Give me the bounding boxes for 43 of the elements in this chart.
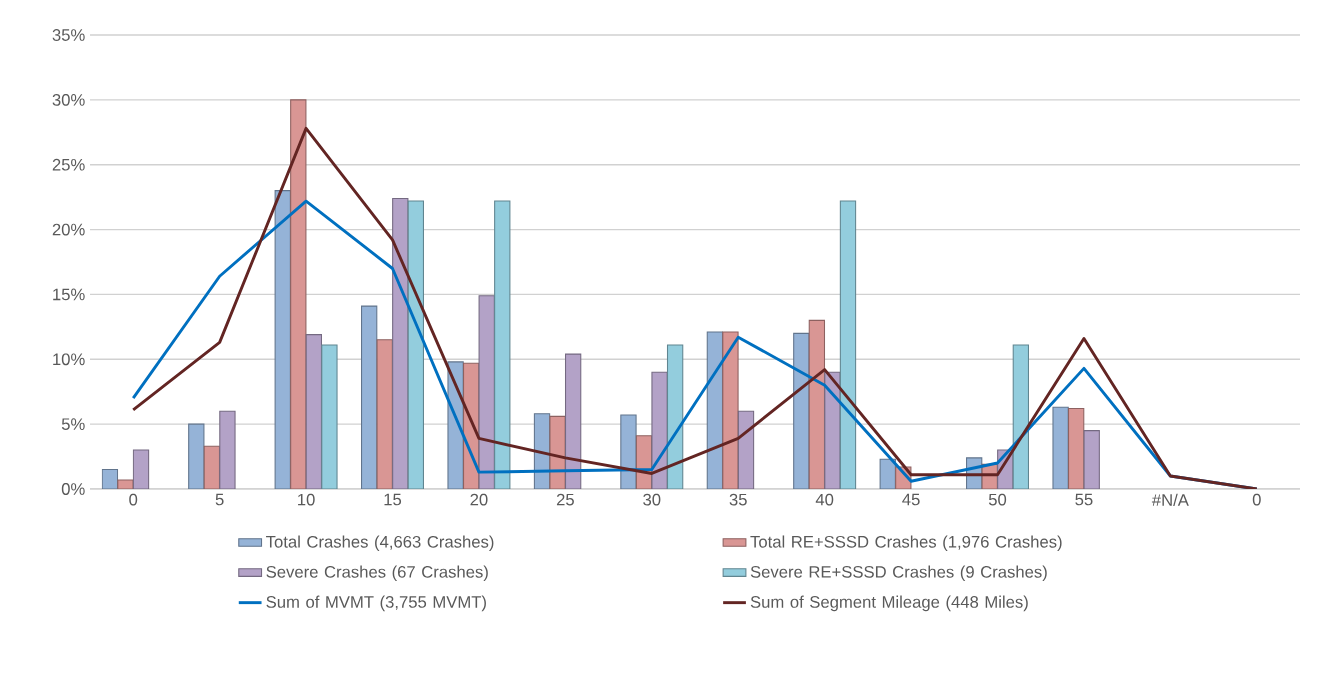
bar [1052,406,1069,489]
x-tick-label: 50 [988,493,1007,506]
x-tick-label: 0 [1252,493,1261,506]
legend-label: Sum of MVMT (3,755 MVMT) [266,595,486,612]
bar [1068,408,1085,489]
legend-label: Total RE+SSSD Crashes (1,976 Crashes) [750,535,1062,551]
x-tick-label: 30 [643,493,661,506]
y-tick-label: 10% [53,353,85,366]
bar [620,414,637,489]
x-tick-label: 40 [815,493,834,506]
bar [219,410,236,489]
x-tick-label: 15 [384,493,402,506]
bar [321,344,338,489]
bar [305,334,323,489]
bar [101,469,119,489]
x-tick-label: 25 [556,493,574,506]
y-tick-label: 15% [53,288,85,301]
x-tick-label: 35 [729,493,747,506]
y-tick-label: 5% [61,418,85,431]
legend-label: Sum of Segment Mileage (448 Miles) [750,595,1028,612]
y-tick-label: 0% [61,483,85,495]
x-tick-label: 20 [470,493,488,506]
x-tick-label: 10 [298,493,315,506]
bar [188,423,205,489]
y-tick-label: 35% [52,29,85,41]
y-tick-label: 30% [52,93,85,106]
legend-label: Severe Crashes (67 Crashes) [266,565,488,582]
bar [274,190,291,489]
legend-label: Severe RE+SSSD Crashes (9 Crashes) [750,565,1047,582]
y-tick-label: 25% [52,158,85,171]
legend-label: Total Crashes (4,663 Crashes) [266,535,494,551]
line-series [131,126,1259,489]
x-tick-label: 45 [902,493,920,506]
bar [1083,430,1100,489]
bar [376,339,393,489]
y-tick-label: 20% [52,223,85,236]
bar [793,332,810,489]
x-tick-label: 0 [129,493,138,506]
x-tick-label: 5 [215,493,224,506]
x-tick-label: #N/A [1151,493,1189,506]
bar [361,305,378,489]
x-tick-label: 55 [1075,493,1093,506]
bar [879,458,896,489]
